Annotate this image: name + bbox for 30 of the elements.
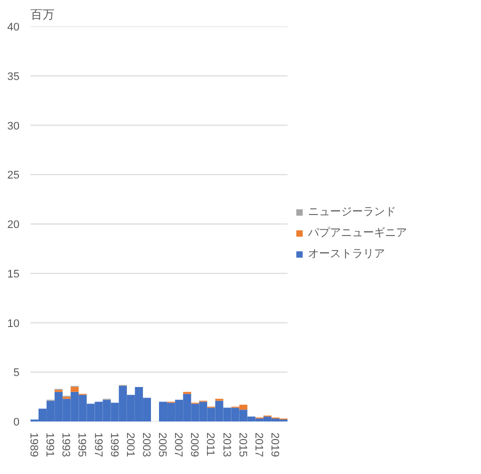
- legend-label: オーストラリア: [308, 247, 385, 261]
- y-tick-label: 40: [7, 22, 20, 34]
- y-tick-label: 10: [7, 318, 20, 330]
- x-tick-label: 2007: [172, 432, 184, 457]
- y-tick-label: 25: [7, 170, 20, 182]
- y-tick-label: 0: [13, 416, 20, 428]
- x-tick-label: 1989: [28, 432, 40, 457]
- y-axis-title: 百万: [30, 8, 54, 22]
- x-tick-label: 1993: [60, 432, 72, 457]
- y-tick-label: 30: [7, 120, 20, 132]
- legend-label: パプアニューギニア: [308, 226, 407, 240]
- x-tick-label: 2005: [156, 432, 168, 457]
- x-tick-label: 2009: [188, 432, 200, 457]
- legend-label: ニュージーランド: [308, 205, 396, 219]
- x-tick-label: 1991: [44, 432, 56, 457]
- x-tick-label: 2017: [252, 432, 264, 457]
- x-tick-label: 2019: [268, 432, 280, 457]
- x-tick-label: 1997: [92, 432, 104, 457]
- x-tick-label: 1999: [108, 432, 120, 457]
- x-tick-label: 2013: [220, 432, 232, 457]
- y-tick-label: 15: [7, 268, 20, 280]
- y-tick-label: 35: [7, 70, 20, 83]
- bar: [70, 386, 79, 392]
- x-tick-label: 2015: [236, 432, 248, 457]
- x-tick-label: 1995: [76, 432, 88, 457]
- x-tick-label: 2003: [140, 432, 152, 457]
- x-tick-label: 2001: [124, 432, 136, 457]
- y-tick-label: 20: [7, 219, 20, 231]
- y-tick-label: 5: [13, 367, 20, 380]
- x-tick-label: 2011: [204, 432, 216, 456]
